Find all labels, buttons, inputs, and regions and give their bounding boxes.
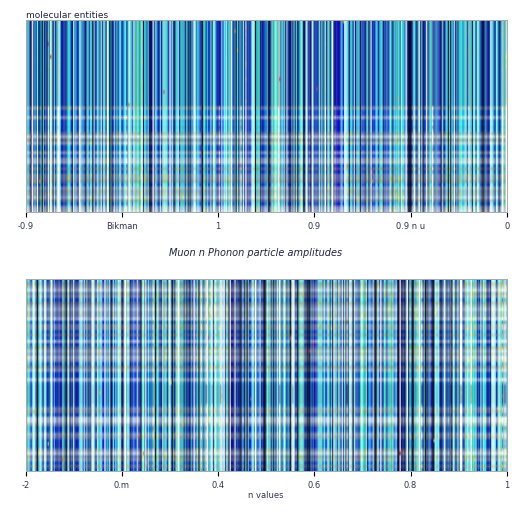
Text: Muon n Phonon particle amplitudes: Muon n Phonon particle amplitudes [169, 248, 343, 259]
Text: molecular entities: molecular entities [26, 11, 108, 19]
X-axis label: n values: n values [248, 491, 284, 500]
